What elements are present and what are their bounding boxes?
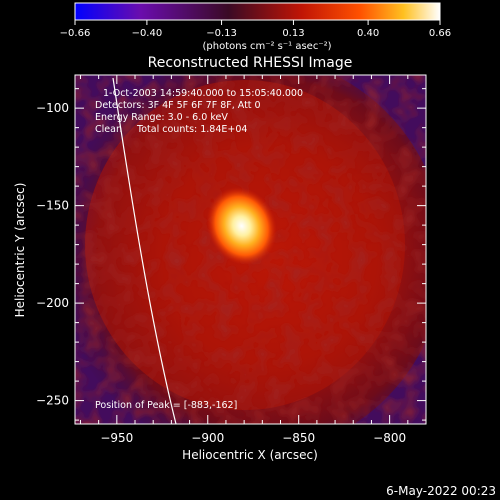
solar-limb-curve — [112, 77, 177, 425]
peak-source — [206, 187, 277, 266]
plot-frame — [74, 74, 427, 425]
chart-title: Reconstructed RHESSI Image — [148, 55, 353, 71]
colorbar-tick-label: −0.13 — [206, 28, 237, 39]
y-tick-label: −150 — [36, 199, 69, 213]
colorbar — [74, 2, 441, 21]
colorbar-tick-label: 0.13 — [282, 28, 304, 39]
annotation-time-range: 1-Oct-2003 14:59:40.000 to 15:05:40.000 — [103, 88, 303, 99]
colorbar-tick-label: −0.40 — [132, 28, 163, 39]
footer-date: 6-May-2022 00:23 — [386, 484, 496, 498]
y-tick-label: −200 — [36, 296, 69, 310]
annotation-energy-range: Energy Range: 3.0 - 6.0 keV — [95, 112, 228, 123]
x-axis-label: Heliocentric X (arcsec) — [182, 448, 318, 462]
colorbar-tick-label: −0.66 — [60, 28, 91, 39]
colorbar-tick-label: 0.40 — [357, 28, 379, 39]
colorbar-unit-label: (photons cm⁻² s⁻¹ asec⁻²) — [202, 41, 331, 52]
annotation-clean-counts: Clean Total counts: 1.84E+04 — [95, 124, 247, 135]
y-axis-label: Heliocentric Y (arcsec) — [13, 183, 27, 318]
peak-position-label: Position of Peak = [-883,-162] — [95, 400, 237, 411]
annotation-detectors: Detectors: 3F 4F 5F 6F 7F 8F, Att 0 — [95, 100, 261, 111]
x-tick-label: −950 — [100, 431, 133, 445]
y-tick-label: −250 — [36, 394, 69, 408]
colorbar-tick-label: 0.66 — [429, 28, 451, 39]
x-tick-label: −850 — [282, 431, 315, 445]
axis-ticks: −950 −900 −850 −800 −100 −150 −200 −250 — [36, 75, 427, 445]
colorbar-ticks: −0.66 −0.40 −0.13 0.13 0.40 0.66 — [60, 20, 451, 39]
x-tick-label: −800 — [373, 431, 406, 445]
y-tick-label: −100 — [36, 101, 69, 115]
heatmap-image — [75, 75, 426, 424]
x-tick-label: −900 — [191, 431, 224, 445]
